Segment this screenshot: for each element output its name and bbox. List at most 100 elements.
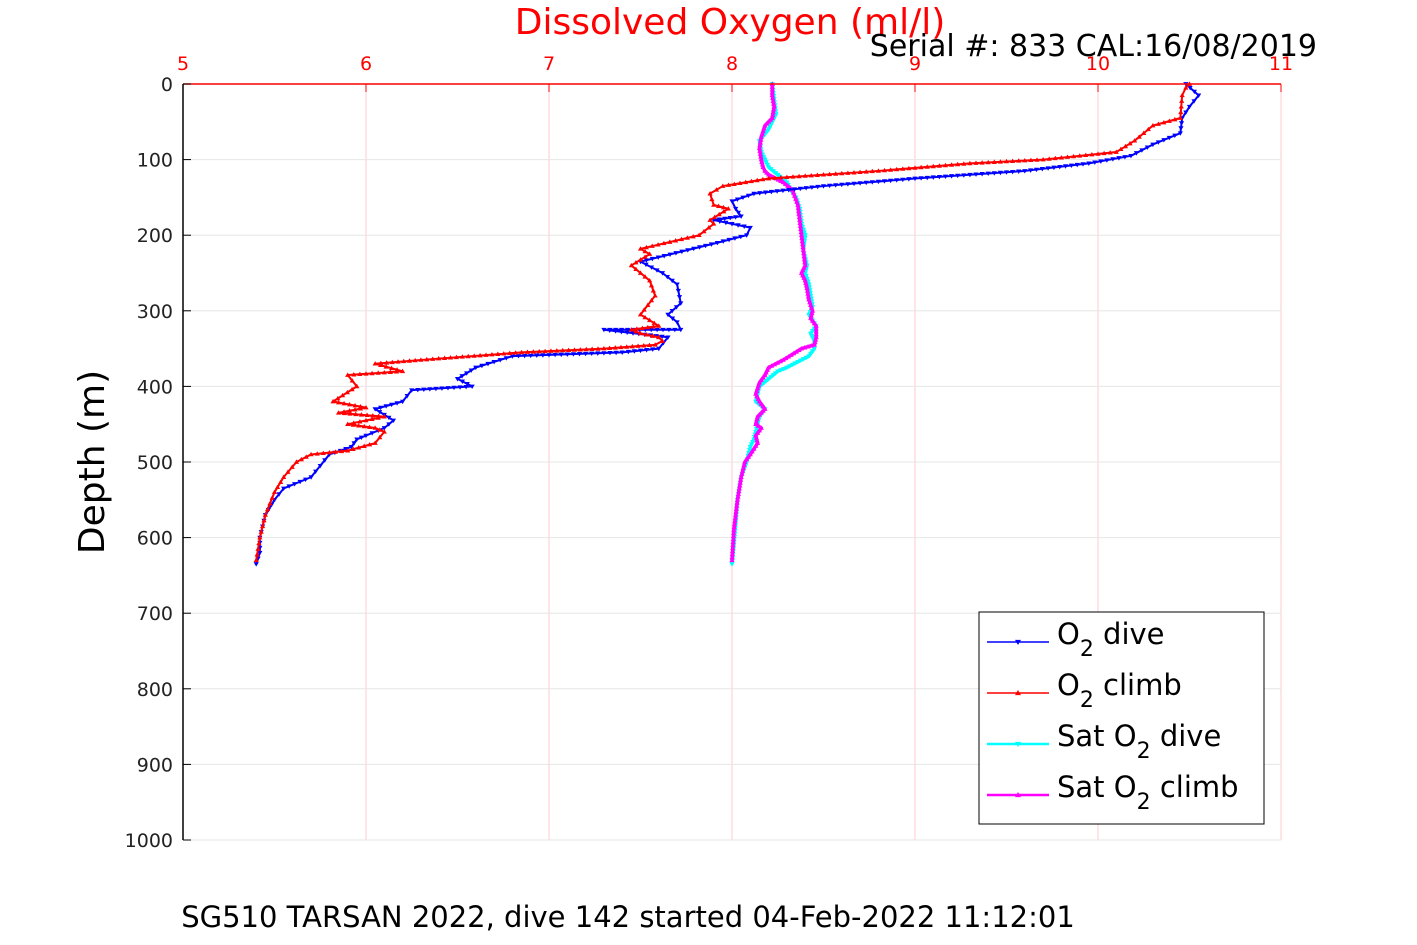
data-point <box>803 186 809 191</box>
data-point <box>732 236 738 241</box>
data-point <box>613 350 619 356</box>
data-point <box>286 484 292 489</box>
data-point <box>255 546 261 551</box>
data-point <box>741 462 747 467</box>
data-point <box>734 503 740 508</box>
data-point <box>755 385 761 391</box>
data-point <box>409 388 415 393</box>
data-point <box>720 239 726 244</box>
data-point <box>758 154 764 159</box>
data-point <box>757 148 763 153</box>
data-point <box>1122 155 1128 160</box>
data-point <box>875 168 881 173</box>
data-point <box>801 250 807 256</box>
data-point <box>361 443 367 448</box>
data-point <box>955 173 961 179</box>
data-point <box>441 355 448 360</box>
data-point <box>731 181 737 186</box>
data-point <box>276 492 282 497</box>
data-point <box>1132 138 1138 143</box>
data-point <box>589 346 595 351</box>
data-point <box>702 243 709 249</box>
data-point <box>733 509 739 514</box>
data-point <box>652 342 658 347</box>
data-point <box>737 483 743 488</box>
data-point <box>780 179 786 185</box>
data-point <box>790 190 797 195</box>
legend-entry-label: Sat O2 climb <box>1057 770 1239 815</box>
data-point <box>377 427 383 432</box>
data-point <box>833 171 839 176</box>
data-point <box>1003 170 1010 175</box>
data-point <box>802 233 808 238</box>
x-tick-label: 6 <box>360 53 372 75</box>
data-point <box>644 348 650 353</box>
data-point <box>756 145 763 151</box>
data-point <box>1172 133 1178 139</box>
data-point <box>457 385 463 390</box>
data-point <box>797 217 803 222</box>
data-point <box>716 211 722 217</box>
data-point <box>696 232 702 238</box>
data-point <box>802 259 808 265</box>
data-point <box>601 346 607 351</box>
data-point <box>797 220 803 225</box>
data-point <box>633 328 639 334</box>
data-point <box>729 562 735 567</box>
data-point <box>979 160 985 165</box>
data-point <box>729 551 735 557</box>
data-point <box>985 159 991 165</box>
data-point <box>1040 157 1046 162</box>
data-point <box>737 180 743 186</box>
data-point <box>1145 126 1151 132</box>
data-point <box>1022 157 1028 163</box>
data-point <box>712 214 718 220</box>
data-point <box>757 139 763 145</box>
data-point <box>918 176 924 181</box>
data-point <box>641 343 647 348</box>
data-point <box>1136 134 1142 139</box>
data-point <box>809 349 816 354</box>
data-point <box>721 208 727 214</box>
data-point <box>1196 93 1202 98</box>
data-point <box>796 347 802 353</box>
data-point <box>497 358 503 363</box>
data-point <box>383 404 389 409</box>
data-point <box>542 348 548 354</box>
data-point <box>777 358 783 364</box>
data-point <box>320 450 326 455</box>
data-point <box>530 349 536 354</box>
data-point <box>1178 109 1184 115</box>
data-point <box>798 358 804 364</box>
data-point <box>1022 169 1028 174</box>
y-tick-label: 400 <box>137 376 173 398</box>
data-point <box>771 361 778 367</box>
data-point <box>1062 164 1069 169</box>
data-point <box>732 515 738 520</box>
data-point <box>833 183 839 188</box>
data-point <box>595 351 601 356</box>
data-point <box>507 350 513 356</box>
data-point <box>436 356 442 361</box>
data-point <box>961 161 967 166</box>
data-point <box>261 517 267 523</box>
data-point <box>806 354 812 359</box>
data-point <box>738 474 744 479</box>
chart-title: Dissolved Oxygen (ml/l) <box>515 2 946 43</box>
data-point <box>811 320 817 326</box>
data-point <box>736 485 742 491</box>
data-point <box>674 320 680 325</box>
data-point <box>641 307 647 312</box>
data-point <box>1166 118 1172 123</box>
data-point <box>618 344 624 350</box>
data-point <box>798 229 804 234</box>
data-point <box>1016 169 1022 174</box>
data-point <box>293 459 300 464</box>
data-point <box>624 344 630 349</box>
data-point <box>341 400 347 406</box>
data-point <box>930 175 936 180</box>
data-point <box>464 371 470 376</box>
data-point <box>733 215 739 220</box>
data-point <box>363 404 369 410</box>
grid-lines <box>183 84 1282 841</box>
